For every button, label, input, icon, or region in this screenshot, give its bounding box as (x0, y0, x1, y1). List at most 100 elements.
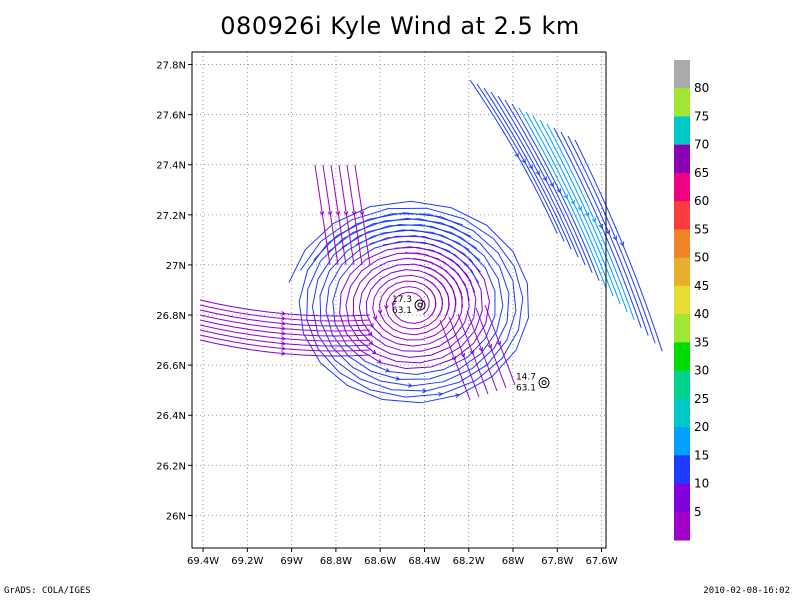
colorbar-swatch (674, 314, 690, 343)
streamline-arrow (619, 241, 625, 247)
streamline-arrow (367, 331, 373, 337)
streamline-arrow (542, 176, 547, 182)
x-tick-label: 67.6W (585, 556, 617, 567)
colorbar-swatch (674, 370, 690, 400)
colorbar-label: 30 (694, 364, 709, 378)
streamline (476, 83, 565, 242)
colorbar-swatch (674, 144, 690, 174)
streamline (469, 79, 558, 234)
colorbar-swatch (674, 455, 690, 485)
storm-markers: 17.363.114.763.1 (392, 295, 550, 394)
streamline-arrow (438, 391, 444, 397)
colorbar-swatch (674, 427, 690, 456)
x-tick-label: 67.8W (541, 556, 573, 567)
x-tick-label: 68.2W (453, 556, 485, 567)
chart-title: 080926i Kyle Wind at 2.5 km (220, 12, 580, 40)
x-tick-label: 69.2W (231, 556, 263, 567)
streamline-arrow (335, 211, 341, 217)
colorbar-swatch (674, 257, 690, 287)
streamline-arrow (570, 200, 575, 206)
y-axis-ticks: 26N 26.2N 26.4N 26.6N 26.8N 27N 27.2N 27.4N 27.6… (156, 61, 192, 522)
streamline-arrow (487, 343, 493, 349)
colorbar-swatch (674, 201, 690, 230)
streamline-arrow (556, 188, 561, 194)
streamline-arrow (319, 211, 325, 217)
colorbar-swatch (674, 229, 690, 259)
colorbar-label: 15 (694, 448, 709, 462)
streamline-arrow (612, 235, 618, 241)
storm-center-icon (414, 299, 426, 311)
streamline (358, 252, 470, 352)
colorbar-swatch (674, 172, 690, 202)
streamline (490, 91, 579, 258)
streamline-arrow (327, 211, 333, 217)
streamline-arrow (281, 321, 287, 326)
colorbar-label: 80 (694, 81, 709, 95)
streamline-arrow (281, 336, 287, 341)
streamline-arrow (591, 217, 596, 223)
colorbar-swatch (674, 88, 690, 117)
colorbar-swatch (674, 285, 690, 315)
streamline-arrow (496, 340, 502, 346)
streamline-arrow (605, 229, 611, 235)
streamline-arrow (281, 311, 287, 316)
x-tick-label: 68W (502, 556, 525, 567)
x-axis-ticks: 69.4W 69.2W 69W 68.8W 68.6W 68.4W 68.2W 68W 67.8… (187, 548, 618, 567)
x-tick-label: 69.4W (187, 556, 219, 567)
y-tick-label: 26.8N (156, 311, 186, 322)
colorbar: 5 10 15 20 25 30 35 40 45 50 55 60 65 70 75 80 (674, 60, 709, 541)
streamline-arrow (598, 223, 604, 229)
colorbar-swatch (674, 342, 690, 372)
y-tick-label: 26.4N (156, 411, 186, 422)
y-tick-label: 26.6N (156, 361, 186, 372)
streamline-arrow (281, 346, 287, 351)
plot-frame (191, 51, 607, 549)
colorbar-label: 75 (694, 109, 709, 123)
y-tick-label: 27.6N (156, 111, 186, 122)
y-tick-label: 27.2N (156, 211, 186, 222)
streamline-arrow (281, 326, 287, 331)
y-tick-label: 26.2N (156, 461, 186, 472)
colorbar-label: 50 (694, 251, 709, 265)
colorbar-label: 60 (694, 194, 709, 208)
storm-label-top: 14.7 (516, 373, 536, 383)
streamline-arrow (478, 346, 484, 352)
y-tick-label: 26N (166, 511, 186, 522)
streamline-arrow (359, 211, 365, 217)
colorbar-label: 25 (694, 392, 709, 406)
x-tick-label: 69W (280, 556, 303, 567)
streamline-arrow (451, 355, 457, 361)
streamline-arrow (391, 301, 396, 307)
streamline-arrow (422, 388, 428, 394)
colorbar-swatch (674, 398, 690, 428)
streamline-arrow (372, 315, 378, 321)
streamline-arrow (528, 164, 533, 170)
footer-timestamp: 2010-02-08-16:02 (703, 586, 790, 596)
colorbar-swatch (674, 483, 690, 513)
streamline-arrow (281, 351, 287, 356)
streamline-arrow (584, 211, 589, 217)
y-tick-label: 27.4N (156, 161, 186, 172)
streamlines (199, 79, 663, 404)
x-tick-label: 68.6W (364, 556, 396, 567)
colorbar-swatch (674, 116, 690, 146)
streamline (497, 95, 586, 266)
storm-label-top: 17.3 (392, 295, 412, 305)
streamline-arrow (577, 206, 582, 212)
streamline (483, 87, 572, 250)
streamline-arrow (395, 376, 401, 381)
streamline-arrow (563, 194, 568, 200)
colorbar-label: 70 (694, 138, 709, 152)
storm-label-bottom: 63.1 (516, 384, 536, 394)
streamline-arrow (407, 383, 413, 388)
streamline-arrow (281, 341, 287, 346)
colorbar-label: 65 (694, 166, 709, 180)
colorbar-label: 5 (694, 505, 702, 519)
streamline-arrow (460, 352, 466, 358)
streamline-arrow (384, 304, 389, 310)
storm-center-inner (541, 380, 547, 386)
streamline-arrow (281, 316, 287, 321)
streamline-arrow (351, 211, 357, 217)
streamline-arrow (377, 309, 383, 315)
